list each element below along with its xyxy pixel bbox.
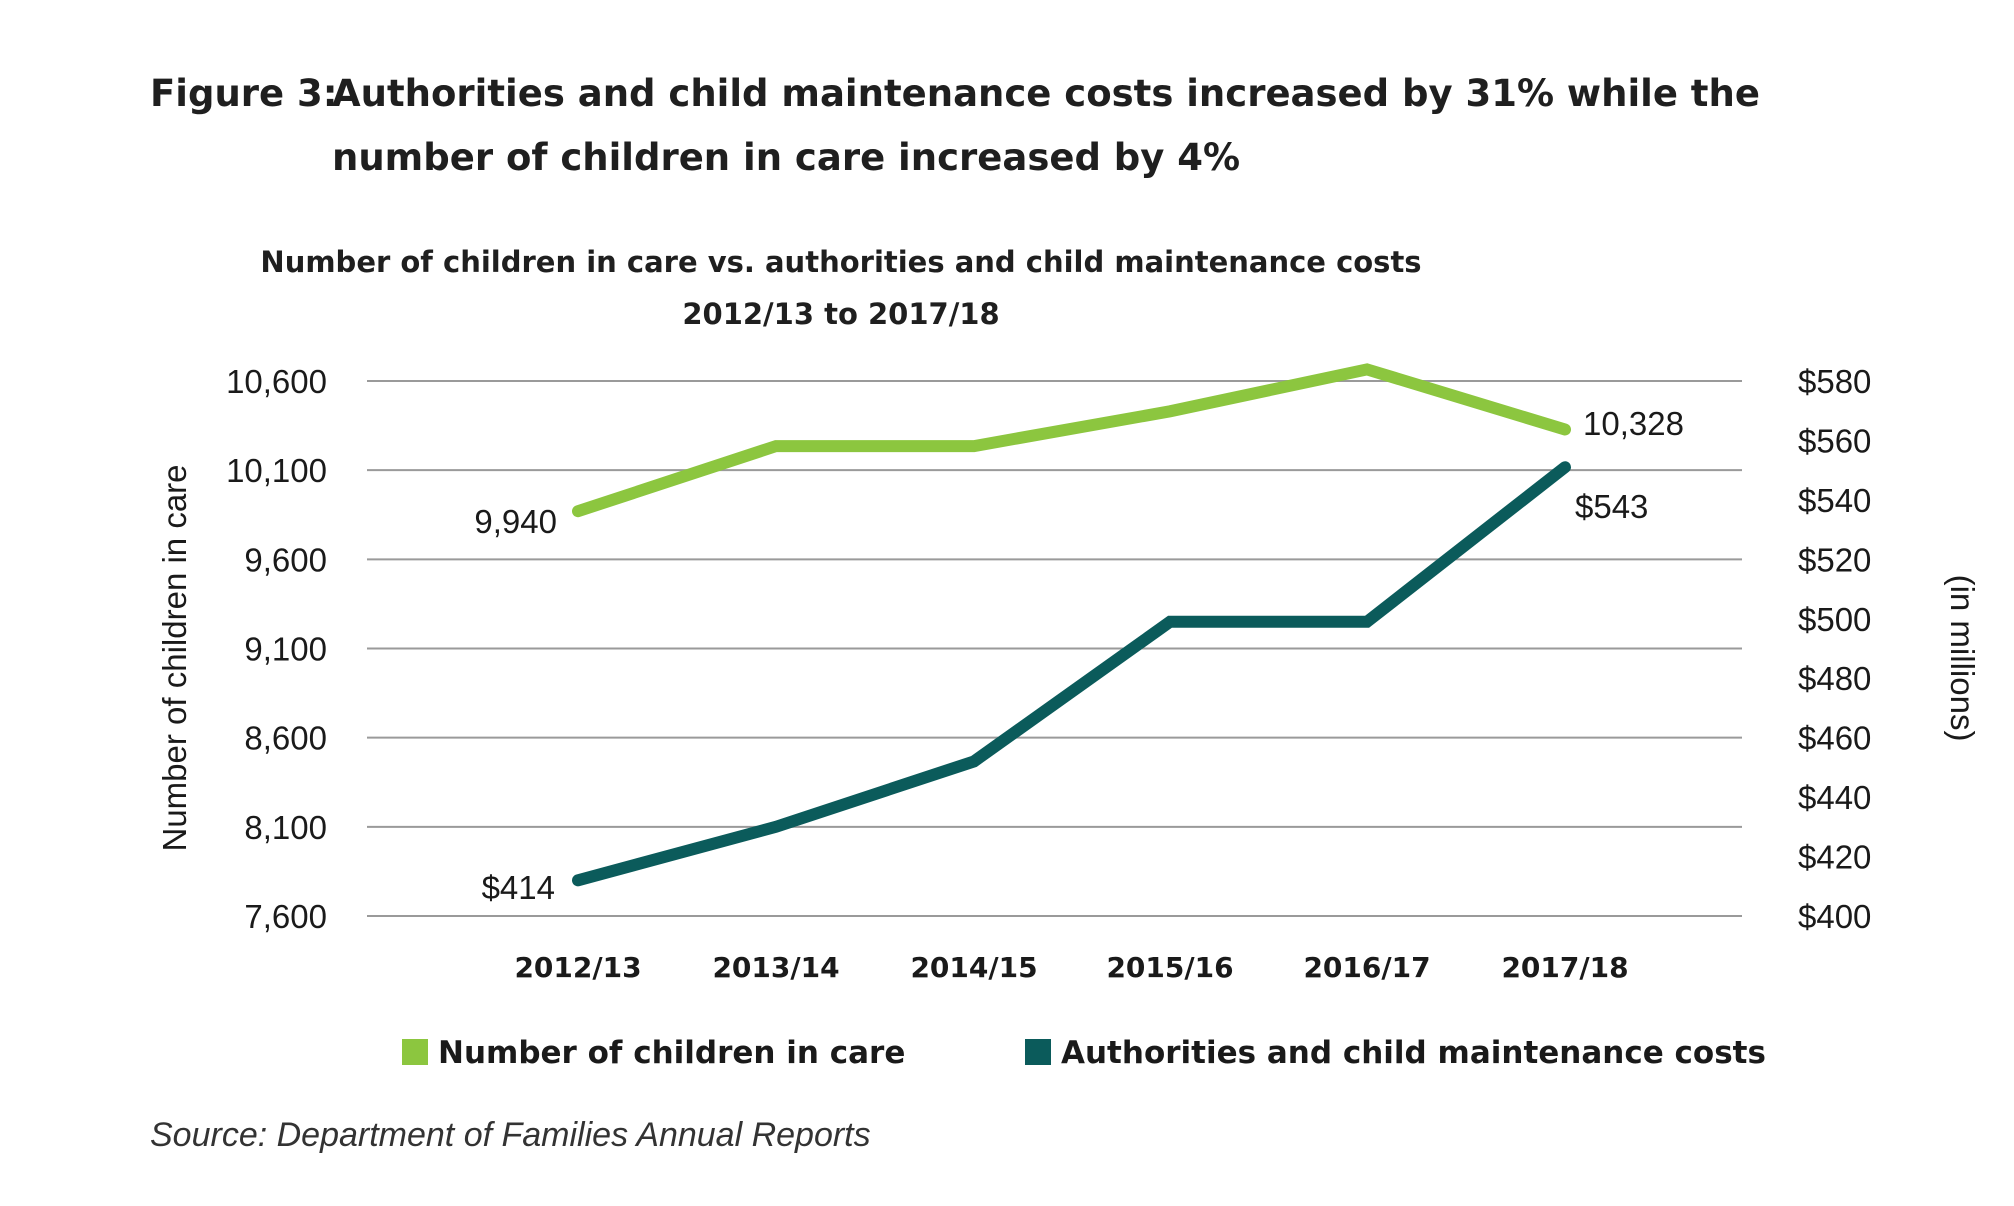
x-tick-label: 2016/17	[1303, 951, 1430, 984]
legend-costs-swatch	[1025, 1039, 1051, 1065]
data-label: 10,328	[1583, 405, 1684, 442]
y-right-tick-label: $460	[1798, 720, 1871, 757]
y-left-tick-label: 10,100	[226, 452, 327, 489]
x-tick-label: 2015/16	[1106, 951, 1233, 984]
y-left-tick-label: 7,600	[244, 898, 327, 935]
y-right-tick-label: $400	[1798, 898, 1871, 935]
data-label: $543	[1575, 488, 1648, 525]
source-note: Source: Department of Families Annual Re…	[150, 1116, 871, 1154]
data-label: $414	[482, 869, 555, 906]
y-right-tick-label: $500	[1798, 601, 1871, 638]
figure-title-text: Authorities and child maintenance costs …	[332, 72, 1760, 179]
legend-children-swatch	[402, 1039, 428, 1065]
y-right-tick-label: $480	[1798, 660, 1871, 697]
children-in-care-line	[572, 363, 1571, 518]
x-tick-label: 2014/15	[910, 951, 1037, 984]
y-left-tick-label: 8,600	[244, 720, 327, 757]
legend-costs-label: Authorities and child maintenance costs	[1061, 1035, 1766, 1071]
chart-subtitle: 2012/13 to 2017/18	[682, 297, 999, 331]
y-right-axis-label: (in millions)	[1944, 575, 1981, 742]
y-left-tick-label: 9,100	[244, 631, 327, 668]
x-tick-label: 2017/18	[1501, 951, 1628, 984]
x-tick-label: 2013/14	[712, 951, 839, 984]
chart-title: Number of children in care vs. authoriti…	[260, 245, 1421, 279]
y-right-tick-label: $520	[1798, 541, 1871, 578]
y-right-tick-label: $560	[1798, 422, 1871, 459]
x-tick-label: 2012/13	[514, 951, 641, 984]
y-right-tick-label: $540	[1798, 482, 1871, 519]
y-left-axis-label: Number of children in care	[156, 464, 193, 851]
y-right-tick-label: $580	[1798, 363, 1871, 400]
data-label: 9,940	[474, 503, 557, 540]
figure-label: Figure 3:	[150, 72, 338, 115]
y-left-tick-label: 8,100	[244, 809, 327, 846]
y-right-tick-label: $420	[1798, 839, 1871, 876]
legend-children-label: Number of children in care	[438, 1035, 905, 1071]
y-left-tick-label: 9,600	[244, 541, 327, 578]
y-right-tick-label: $440	[1798, 779, 1871, 816]
maintenance-costs-line	[572, 461, 1571, 887]
y-left-tick-label: 10,600	[226, 363, 327, 400]
